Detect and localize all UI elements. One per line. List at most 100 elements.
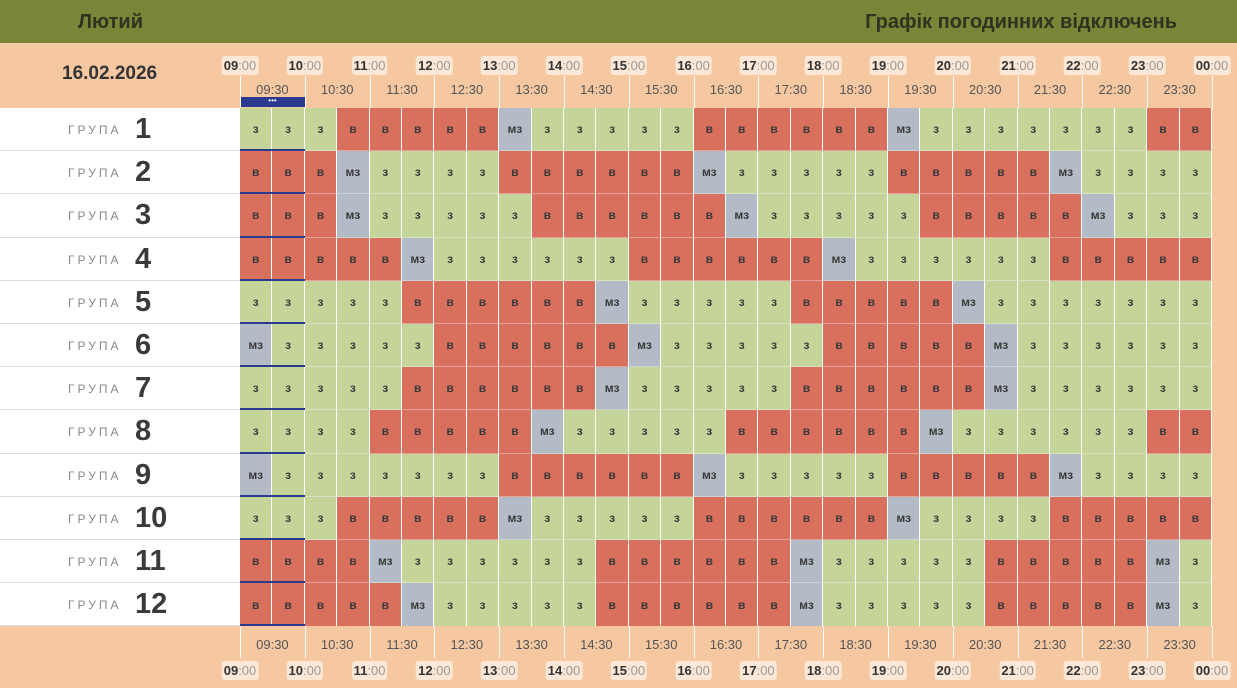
schedule-cell: мз (985, 324, 1018, 368)
schedule-cell: в (272, 151, 305, 195)
hour-label: 00:00 (1193, 661, 1231, 681)
schedule-cell: в (888, 324, 921, 368)
group-label: ГРУПА (68, 382, 122, 397)
hour-tick (823, 76, 825, 108)
hour-label: 15:00 (610, 56, 648, 75)
group-number: 9 (135, 458, 152, 491)
schedule-cell: в (661, 194, 694, 238)
schedule-cell: в (1114, 496, 1148, 540)
schedule-cell: з (855, 583, 888, 627)
group-label: ГРУПА (68, 511, 122, 526)
hour-tick (758, 76, 760, 108)
schedule-cell: з (726, 324, 759, 368)
hour-tick (952, 76, 954, 108)
schedule-cell: в (726, 583, 759, 627)
schedule-cell: з (596, 237, 629, 281)
schedule-cell: з (726, 367, 759, 411)
schedule-cell: з (952, 108, 986, 152)
schedule-cell: з (1050, 280, 1083, 324)
schedule-cell: з (758, 194, 791, 238)
schedule-cell: з (1114, 367, 1148, 411)
now-underline (240, 149, 305, 152)
now-underline (240, 192, 305, 195)
schedule-cell: в (402, 496, 435, 540)
schedule-cell: з (1050, 324, 1083, 368)
hour-tick (304, 626, 306, 659)
hour-tick (628, 626, 630, 659)
schedule-cell: в (1017, 151, 1050, 195)
group-row (0, 237, 240, 281)
half-hour-label: 11:30 (386, 637, 418, 653)
hour-label: 20:00 (934, 56, 972, 75)
schedule-cell: з (564, 583, 597, 627)
hour-label: 18:00 (804, 56, 842, 75)
schedule-cell: з (304, 453, 338, 497)
schedule-cell: з (855, 540, 888, 584)
schedule-cell: мз (790, 583, 824, 627)
schedule-cell: в (855, 280, 888, 324)
schedule-cell: з (531, 540, 564, 584)
schedule-cell: з (1179, 583, 1212, 627)
schedule-cell: в (369, 237, 402, 281)
hour-label: 19:00 (869, 661, 907, 681)
half-hour-label: 21:30 (1033, 637, 1067, 653)
schedule-cell: в (1082, 583, 1115, 627)
schedule-cell: з (693, 367, 726, 411)
schedule-cell: з (1017, 410, 1050, 454)
schedule-cell: в (531, 194, 564, 238)
schedule-cell: з (1050, 367, 1083, 411)
hour-label: 18:00 (804, 661, 842, 681)
now-underline (240, 451, 305, 454)
schedule-cell: в (434, 280, 467, 324)
group-row (0, 194, 240, 238)
half-hour-label: 16:30 (709, 82, 743, 97)
schedule-cell: з (240, 496, 273, 540)
schedule-cell: з (402, 453, 435, 497)
half-hour-label: 17:30 (774, 82, 808, 97)
schedule-cell: з (434, 453, 467, 497)
schedule-cell: з (1114, 453, 1148, 497)
group-number: 4 (135, 242, 152, 275)
schedule-cell: з (823, 540, 856, 584)
schedule-cell: в (1114, 540, 1148, 584)
schedule-cell: в (790, 108, 824, 152)
half-hour-label: 13:30 (515, 637, 548, 653)
hour-label: 09:00 (221, 56, 259, 75)
schedule-cell: мз (693, 151, 726, 195)
schedule-cell: в (693, 194, 726, 238)
schedule-cell: в (1147, 237, 1180, 281)
half-hour-label: 19:30 (904, 82, 937, 97)
schedule-cell: в (661, 151, 694, 195)
schedule-cell: мз (337, 151, 370, 195)
schedule-cell: з (888, 194, 921, 238)
schedule-cell: з (402, 324, 435, 368)
hour-label: 11:00 (351, 56, 388, 75)
schedule-cell: з (1082, 151, 1115, 195)
group-row (0, 367, 240, 411)
schedule-cell: з (661, 324, 694, 368)
schedule-cell: в (304, 194, 338, 238)
group-row (0, 151, 240, 195)
schedule-cell: в (790, 237, 824, 281)
schedule-cell: з (985, 280, 1018, 324)
schedule-cell: в (1114, 583, 1148, 627)
hour-tick (1147, 626, 1149, 659)
group-row (0, 410, 240, 454)
schedule-cell: в (1147, 410, 1180, 454)
hour-tick (1082, 626, 1084, 659)
hour-label: 14:00 (545, 661, 583, 681)
group-label: ГРУПА (68, 598, 122, 613)
schedule-cell: з (855, 194, 888, 238)
schedule-cell: з (758, 280, 791, 324)
hour-label: 21:00 (999, 661, 1036, 681)
schedule-cell: з (823, 453, 856, 497)
schedule-cell: в (596, 151, 629, 195)
schedule-cell: з (1082, 367, 1115, 411)
schedule-cell: з (596, 108, 629, 152)
schedule-cell: в (693, 237, 726, 281)
schedule-cell: з (1114, 194, 1148, 238)
half-hour-label: 14:30 (580, 637, 613, 653)
schedule-cell: з (1179, 280, 1212, 324)
hour-label: 17:00 (740, 661, 777, 681)
schedule-cell: з (1017, 237, 1050, 281)
